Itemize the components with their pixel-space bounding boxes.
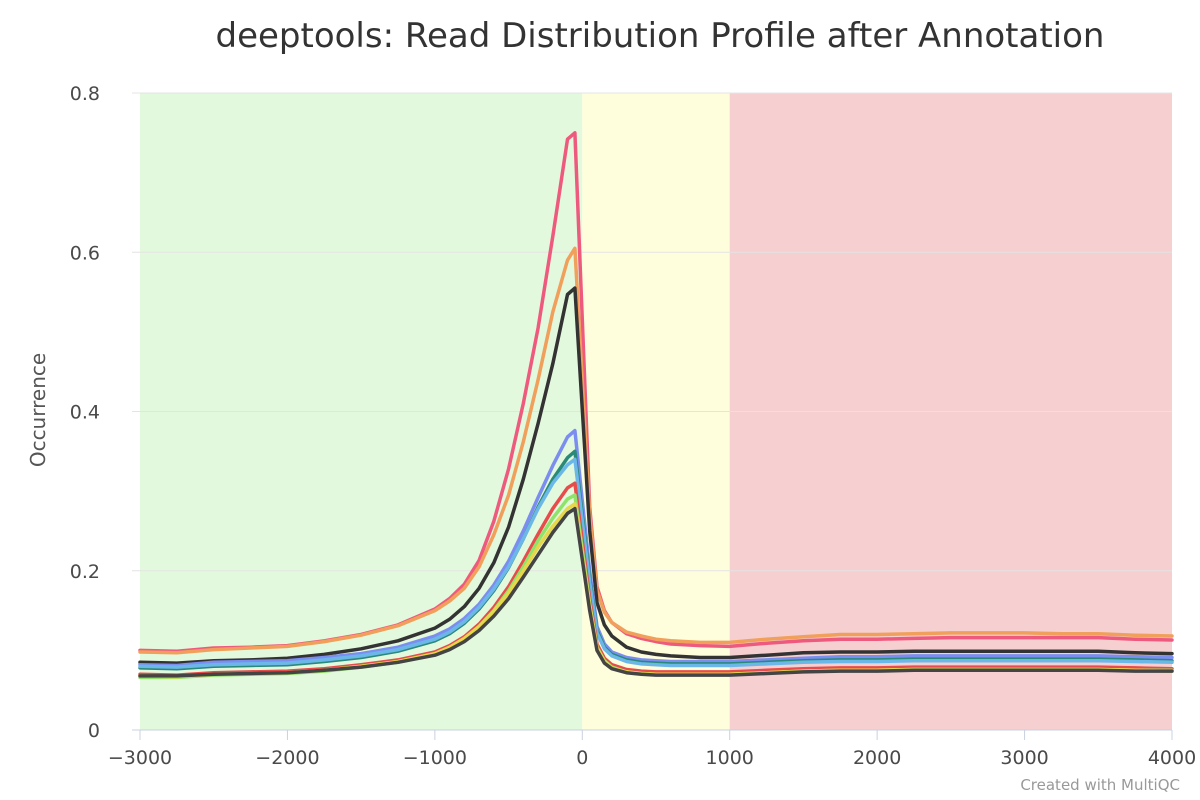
x-tick-label: 0 — [576, 747, 588, 769]
y-axis-title: Occurrence — [26, 353, 50, 467]
series-lines — [138, 131, 1174, 680]
y-tick-label: 0.2 — [70, 561, 100, 583]
series-line-6[interactable] — [138, 457, 1174, 669]
y-tick-label: 0 — [88, 720, 100, 742]
x-tick-label: 3000 — [1000, 747, 1048, 769]
x-tick-label: 4000 — [1148, 747, 1196, 769]
series-line-10[interactable] — [138, 506, 1174, 678]
y-tick-label: 0.4 — [70, 402, 100, 424]
x-tick-label: −2000 — [255, 747, 319, 769]
x-tick-label: −1000 — [403, 747, 467, 769]
x-tick-label: 2000 — [853, 747, 901, 769]
credit-label[interactable]: Created with MultiQC — [1020, 776, 1180, 794]
y-axis-ticks: 0 0.2 0.4 0.6 0.8 — [70, 83, 100, 742]
chart-title: deeptools: Read Distribution Profile aft… — [216, 16, 1105, 56]
y-tick-label: 0.6 — [70, 242, 100, 264]
y-tick-label: 0.8 — [70, 83, 100, 105]
x-tick-label: 1000 — [706, 747, 754, 769]
x-tick-label: −3000 — [108, 747, 172, 769]
series-line-3[interactable] — [138, 286, 1174, 665]
x-axis-ticks: −3000 −2000 −1000 0 1000 2000 3000 4000 — [108, 729, 1196, 769]
